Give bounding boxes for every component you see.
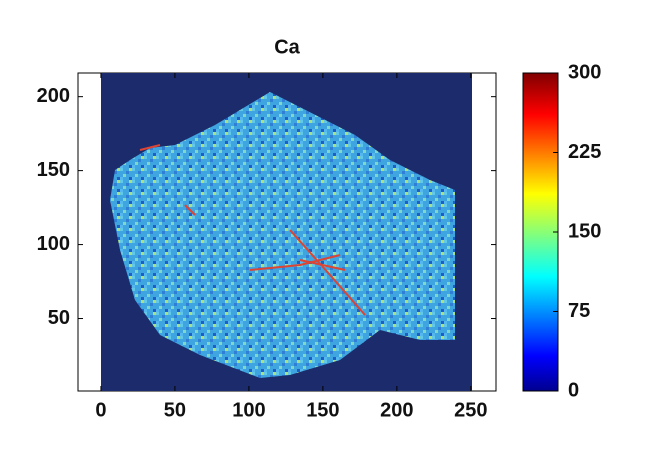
sample-map bbox=[110, 92, 455, 378]
x-tick-label: 150 bbox=[306, 399, 339, 421]
y-tick-label: 100 bbox=[37, 233, 70, 255]
colorbar-tick-label: 0 bbox=[568, 379, 579, 401]
colorbar-tick-label: 225 bbox=[568, 141, 601, 163]
x-tick-label: 200 bbox=[380, 399, 413, 421]
x-tick-label: 100 bbox=[232, 399, 265, 421]
colorbar-tick-label: 150 bbox=[568, 220, 601, 242]
x-tick-label: 0 bbox=[95, 399, 106, 421]
texture-veins bbox=[139, 144, 366, 316]
y-tick-label: 50 bbox=[48, 307, 70, 329]
y-tick-label: 200 bbox=[37, 85, 70, 107]
x-tick-label: 250 bbox=[454, 399, 487, 421]
colorbar bbox=[522, 72, 559, 392]
colorbar-tick-label: 75 bbox=[568, 300, 590, 322]
colorbar-tick-label: 300 bbox=[568, 61, 601, 83]
chart-title: Ca bbox=[274, 36, 300, 58]
y-tick-label: 150 bbox=[37, 159, 70, 181]
x-tick-label: 50 bbox=[164, 399, 186, 421]
